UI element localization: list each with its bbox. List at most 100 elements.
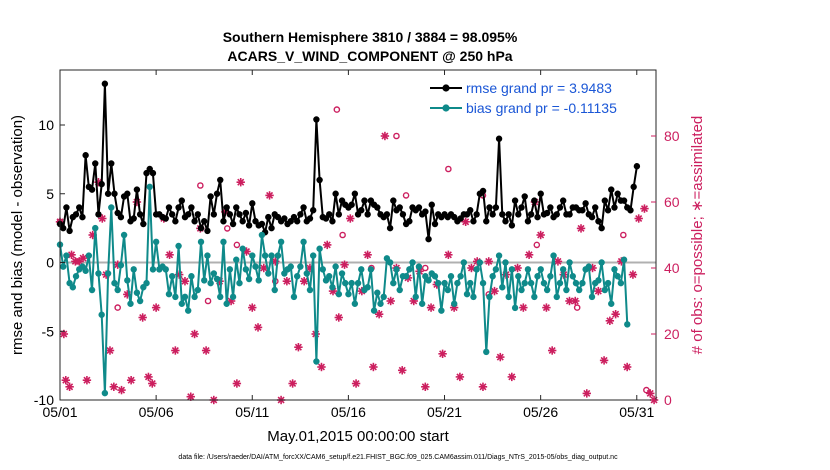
bias-point (415, 263, 423, 270)
rmse-point (140, 220, 147, 228)
bias-point (418, 300, 426, 307)
obs-assimilated-stroke (139, 313, 147, 322)
bias-point (499, 284, 506, 291)
obs-assimilated-stroke (79, 254, 87, 262)
obs-assimilated-marker (398, 366, 407, 375)
rmse-point (63, 204, 70, 211)
bias-point (204, 252, 211, 259)
rmse-point (104, 190, 112, 197)
obs-assimilated-stroke (191, 330, 199, 338)
rmse-point (559, 197, 567, 204)
obs-possible-marker (204, 297, 212, 305)
obs-assimilated-stroke (144, 373, 152, 381)
rmse-point (521, 193, 528, 200)
obs-assimilated-marker (484, 257, 493, 266)
rmse-point (383, 211, 391, 218)
bias-point (287, 263, 294, 270)
obs-assimilated-marker (67, 250, 76, 259)
rmse-point (239, 218, 246, 225)
bias-point (146, 183, 153, 191)
rmse-point (527, 211, 535, 218)
rmse-point (60, 224, 67, 232)
obs-assimilated-marker (171, 346, 180, 355)
bias-point (617, 279, 625, 287)
rmse-point (133, 186, 141, 193)
bias-point (168, 273, 176, 280)
rmse-point (390, 197, 397, 204)
y-axis-label-right: # of obs: o=possible; ∗=assimilated (689, 116, 706, 355)
obs-assimilated-marker (478, 382, 488, 391)
rmse-point (511, 197, 519, 204)
obs-possible-marker (197, 182, 204, 189)
legend-bias-marker (442, 104, 450, 112)
rmse-point (386, 224, 394, 232)
rmse-point (351, 190, 359, 197)
bias-point (127, 300, 134, 307)
bias-point (534, 273, 541, 280)
bias-point (213, 275, 221, 283)
rmse-point (415, 204, 423, 211)
bias-point (95, 270, 102, 277)
rmse-point (194, 211, 202, 218)
obs-assimilated-marker (144, 372, 153, 382)
y-tick-right-label: 80 (664, 128, 680, 144)
bias-point (444, 286, 451, 294)
obs-assimilated-marker (599, 356, 609, 365)
bias-point (358, 266, 365, 273)
rmse-point (486, 204, 493, 211)
bias-point (181, 293, 189, 301)
rmse-point (630, 183, 637, 191)
bias-point (162, 266, 169, 273)
bias-point (303, 270, 310, 277)
bias-point (85, 252, 93, 259)
bias-point (531, 293, 538, 301)
obs-assimilated-stroke (421, 383, 429, 391)
obs-possible-marker (393, 132, 400, 140)
obs-assimilated-marker (346, 214, 355, 223)
chart-title: Southern Hemisphere 3810 / 3884 = 98.095… (223, 29, 518, 45)
rmse-point (207, 193, 214, 200)
bias-point (521, 279, 528, 287)
obs-assimilated-stroke (83, 376, 91, 384)
obs-assimilated-stroke (187, 393, 195, 401)
obs-assimilated-marker (496, 352, 505, 362)
bias-point (188, 273, 195, 280)
obs-assimilated-stroke (542, 304, 550, 312)
bias-point (460, 259, 468, 266)
obs-assimilated-stroke (171, 346, 179, 355)
bias-point (124, 277, 131, 284)
bias-point (233, 256, 240, 263)
bias-point (457, 273, 464, 280)
obs-assimilated-stroke (514, 264, 522, 272)
obs-possible-marker (339, 231, 346, 239)
bias-point (184, 307, 192, 314)
rmse-point (604, 207, 612, 214)
bias-point (614, 273, 621, 280)
bias-point (351, 300, 359, 307)
legend-box (424, 74, 650, 120)
rmse-point (197, 224, 205, 232)
bias-point (608, 300, 615, 307)
obs-assimilated-stroke (248, 304, 256, 312)
bias-point (502, 259, 509, 266)
bias-point (342, 279, 349, 287)
rmse-point (258, 220, 266, 228)
bias-point (370, 307, 378, 314)
bias-point (518, 286, 525, 294)
rmse-point (95, 211, 102, 218)
bias-point (556, 279, 564, 287)
obs-possible-marker (233, 241, 241, 249)
rmse-point (508, 222, 516, 229)
obs-assimilated-stroke (646, 389, 654, 397)
rmse-point (168, 211, 176, 218)
bias-point (624, 321, 631, 328)
bias-point (524, 266, 532, 273)
rmse-point (210, 211, 218, 218)
bias-point (108, 204, 115, 211)
rmse-point (348, 201, 355, 208)
obs-assimilated-stroke (387, 297, 395, 305)
y-tick-right-label: 60 (664, 194, 680, 210)
bias-point (402, 273, 410, 280)
obs-assimilated-stroke (525, 251, 533, 259)
